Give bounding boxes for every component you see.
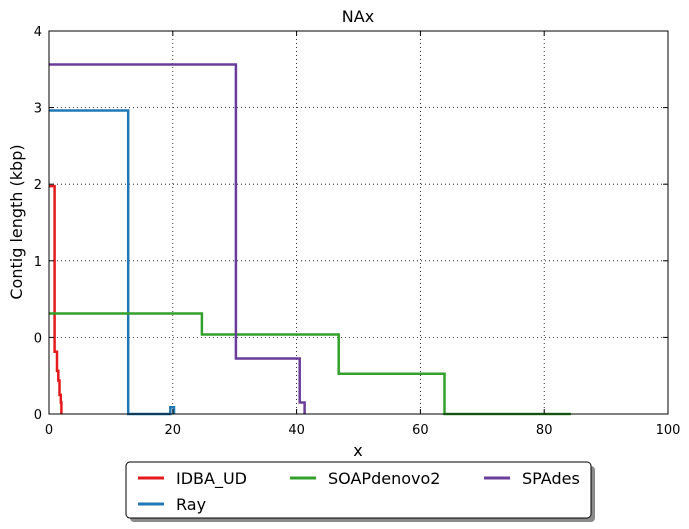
x-tick-label: 100 (656, 423, 681, 438)
series-line-ray (49, 109, 176, 416)
x-tick-label: 20 (165, 423, 182, 438)
series-line-spades (49, 63, 306, 414)
legend-box (125, 461, 592, 519)
legend-label: SPAdes (522, 469, 580, 488)
y-tick-label: 1 (34, 255, 42, 270)
grid-lines (49, 31, 668, 414)
y-tick-label: 4 (34, 25, 42, 40)
x-axis-title: x (353, 441, 362, 460)
x-tick-label: 40 (288, 423, 305, 438)
x-tick-label: 60 (412, 423, 429, 438)
y-tick-label: 2 (34, 178, 42, 193)
series-lines (49, 63, 571, 416)
chart-title: NAx (342, 7, 374, 26)
x-tick-label: 0 (45, 423, 53, 438)
plot-frame (48, 30, 669, 415)
series-line-idba-ud (49, 184, 63, 414)
y-tick-label: 0 (34, 331, 42, 346)
y-axis-title: Contig length (kbp) (7, 144, 26, 299)
y-tick-label: 0 (34, 408, 42, 423)
legend-label: Ray (176, 495, 206, 514)
axis-ticks (48, 30, 669, 415)
legend-label: IDBA_UD (176, 469, 247, 489)
legend: IDBA_UD Ray SOAPdenovo2 SPAdes (125, 461, 595, 522)
legend-label: SOAPdenovo2 (328, 469, 440, 488)
y-tick-label: 3 (34, 102, 42, 117)
x-tick-label: 80 (536, 423, 553, 438)
